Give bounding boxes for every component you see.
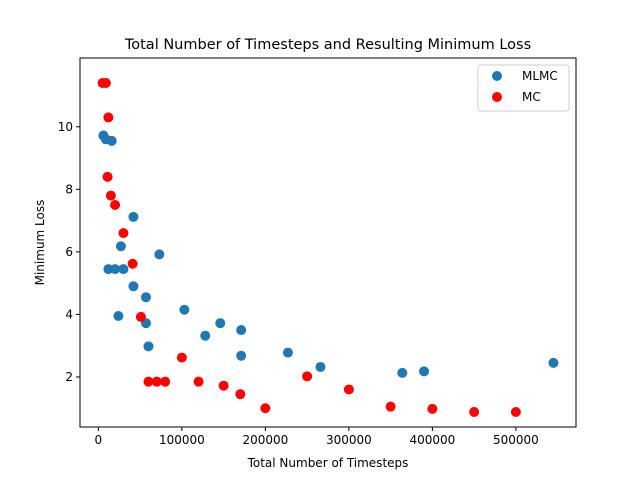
mlmc-point-19 (282, 347, 293, 358)
mlmc-point-5 (118, 264, 129, 275)
x-axis-title: Total Number of Timesteps (247, 456, 409, 470)
x-tick-label: 400000 (409, 433, 455, 447)
mlmc-point-2 (106, 135, 117, 146)
mc-point-18 (343, 384, 354, 395)
mlmc-point-15 (200, 330, 211, 341)
y-tick-label: 2 (65, 370, 73, 384)
mlmc-point-16 (215, 318, 226, 329)
mc-point-20 (427, 403, 438, 414)
mc-point-4 (105, 190, 116, 201)
mlmc-point-9 (128, 281, 139, 292)
mc-point-10 (151, 376, 162, 387)
mc-point-14 (218, 380, 229, 391)
legend-label-mlmc: MLMC (522, 69, 558, 83)
y-axis: 2 4 6 8 10 (58, 120, 80, 384)
mlmc-point-14 (179, 304, 190, 315)
y-tick-label: 10 (58, 120, 73, 134)
mlmc-point-22 (419, 366, 430, 377)
mc-point-11 (160, 376, 171, 387)
x-tick-label: 100000 (159, 433, 205, 447)
y-axis-title: Minimum Loss (33, 200, 47, 286)
legend: MLMC MC (477, 64, 570, 112)
mlmc-point-20 (315, 361, 326, 372)
mlmc-point-23 (548, 357, 559, 368)
mlmc-point-4 (110, 264, 121, 275)
mc-point-21 (469, 406, 480, 417)
x-axis: 0 100000 200000 300000 400000 500000 (95, 427, 539, 447)
mc-point-22 (510, 406, 521, 417)
x-tick-label: 0 (95, 433, 103, 447)
mc-point-13 (193, 376, 204, 387)
mc-point-7 (127, 258, 138, 269)
y-tick-label: 4 (65, 307, 73, 321)
mlmc-point-12 (143, 341, 154, 352)
x-tick-label: 200000 (242, 433, 288, 447)
x-tick-label: 300000 (326, 433, 372, 447)
y-tick-label: 6 (65, 245, 73, 259)
x-tick-label: 500000 (493, 433, 539, 447)
mlmc-point-6 (115, 241, 126, 252)
mc-point-1 (100, 78, 111, 89)
mlmc-point-21 (397, 367, 408, 378)
mlmc-point-17 (236, 325, 247, 336)
chart-title: Total Number of Timesteps and Resulting … (124, 37, 531, 53)
legend-label-mc: MC (522, 90, 541, 104)
mc-point-12 (176, 352, 187, 363)
mc-point-9 (143, 376, 154, 387)
legend-marker-mc (492, 92, 502, 102)
mc-point-2 (103, 112, 114, 123)
mc-point-17 (302, 371, 313, 382)
mc-point-19 (385, 401, 396, 412)
mc-point-6 (118, 228, 129, 239)
mlmc-point-7 (113, 310, 124, 321)
mlmc-point-13 (154, 249, 165, 260)
mc-point-5 (110, 199, 121, 210)
mc-point-8 (135, 311, 146, 322)
mlmc-point-18 (236, 350, 247, 361)
mlmc-point-10 (140, 292, 151, 303)
mc-point-15 (235, 389, 246, 400)
plot-area (97, 78, 559, 417)
y-tick-label: 8 (65, 182, 73, 196)
legend-marker-mlmc (492, 71, 502, 81)
axes-frame (79, 57, 577, 428)
mlmc-point-8 (128, 211, 139, 222)
mc-point-16 (260, 403, 271, 414)
mc-point-3 (102, 171, 113, 182)
